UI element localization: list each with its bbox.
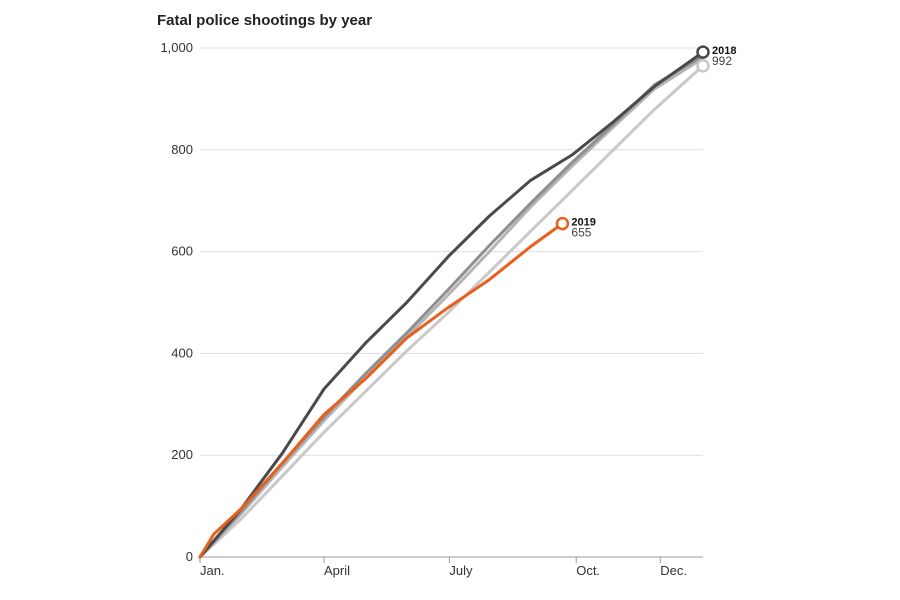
y-tick-label: 1,000 — [160, 40, 193, 55]
series-line-1 — [198, 64, 705, 559]
series-line-2 — [198, 56, 705, 559]
y-tick-label: 600 — [171, 244, 193, 259]
y-tick-label: 200 — [171, 447, 193, 462]
gridlines — [200, 47, 703, 558]
end-label-value: 992 — [712, 54, 732, 68]
end-label-year: 2019 — [571, 217, 595, 229]
series-line-2019 — [198, 222, 564, 559]
end-marker-2019 — [555, 216, 570, 231]
end-label-year: 2018 — [712, 45, 736, 57]
y-tick-label: 800 — [171, 142, 193, 157]
series-line-2018 — [198, 50, 705, 559]
chart-title: Fatal police shootings by year — [157, 12, 373, 29]
x-tick-label: April — [324, 563, 350, 578]
x-tick-label: Dec. — [660, 563, 687, 578]
y-tick-label: 400 — [171, 345, 193, 360]
x-tick-label: Jan. — [200, 563, 225, 578]
end-marker-2018 — [696, 45, 710, 59]
y-tick-label: 0 — [186, 549, 193, 564]
end-marker-1 — [696, 59, 710, 73]
x-tick-label: July — [449, 563, 473, 578]
axes: 0 200 400 600 800 1,000 Jan. April July Oct. Dec. — [160, 40, 687, 578]
x-tick-label: Oct. — [576, 563, 600, 578]
series-lines — [198, 50, 705, 559]
end-label-value: 655 — [571, 226, 591, 240]
